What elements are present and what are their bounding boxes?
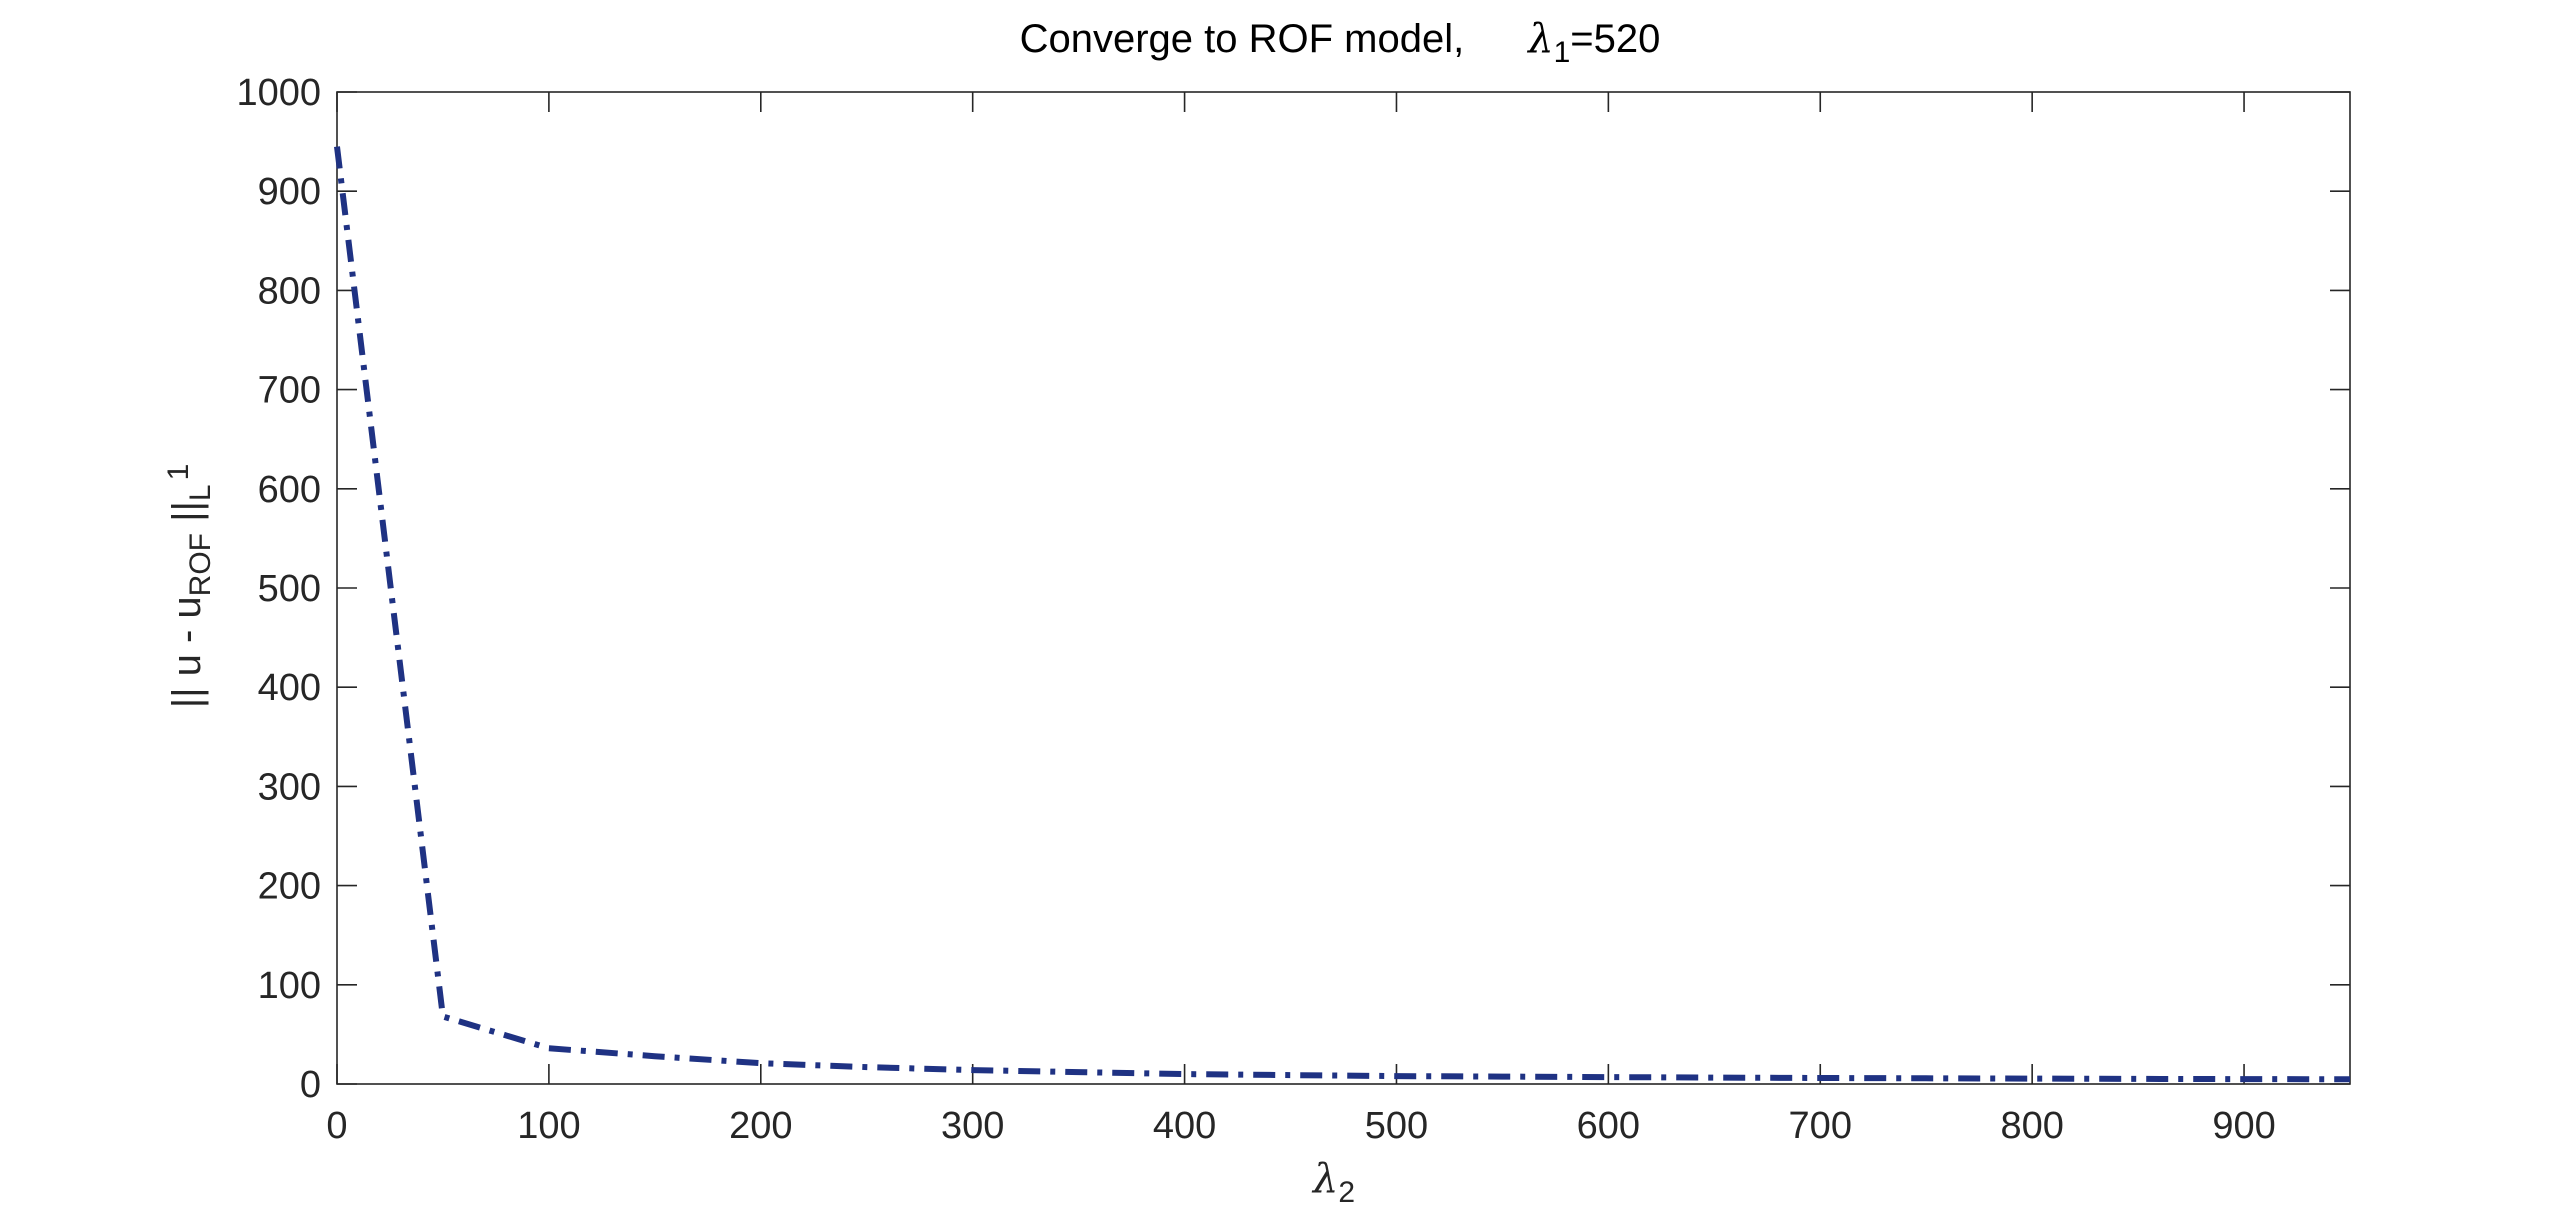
y-tick-label-7: 700 <box>258 370 321 412</box>
x-tick-label-2: 200 <box>729 1105 792 1147</box>
x-tick-label-9: 900 <box>2212 1105 2275 1147</box>
y-tick-label-8: 800 <box>258 270 321 312</box>
y-tick-label-6: 600 <box>258 469 321 511</box>
y-axis-label-suffix: || <box>165 501 209 533</box>
x-tick-label-5: 500 <box>1365 1105 1428 1147</box>
x-tick-label-6: 600 <box>1577 1105 1640 1147</box>
plot-area <box>336 91 2351 1085</box>
x-tick-label-8: 800 <box>2000 1105 2063 1147</box>
title-lambda-value: =520 <box>1570 17 1660 61</box>
title-lambda-subscript: 1 <box>1554 36 1571 69</box>
x-tick-label-4: 400 <box>1153 1105 1216 1147</box>
title-lambda-symbol: λ <box>1526 16 1553 62</box>
y-tick-label-5: 500 <box>258 568 321 610</box>
x-tick-label-0: 0 <box>326 1105 347 1147</box>
series-line-0 <box>334 146 2351 1083</box>
y-axis-label-prefix: || u - u <box>165 596 209 708</box>
y-tick-label-2: 200 <box>258 866 321 908</box>
y-tick-label-9: 900 <box>258 171 321 213</box>
y-axis-label-norm-sub: L <box>184 484 217 501</box>
chart-title-text: Converge to ROF model, <box>1020 17 1465 61</box>
x-axis-label-subscript: 2 <box>1338 1176 1355 1206</box>
chart-title: Converge to ROF model, λ1=520 <box>1020 16 1661 69</box>
y-tick-label-0: 0 <box>300 1064 321 1106</box>
x-axis-label: λ2 <box>1311 1156 1355 1206</box>
x-axis-label-symbol: λ <box>1311 1156 1338 1202</box>
y-axis-label-subscript: ROF <box>184 533 217 596</box>
y-tick-label-3: 300 <box>258 766 321 808</box>
x-tick-label-7: 700 <box>1789 1105 1852 1147</box>
x-tick-label-3: 300 <box>941 1105 1004 1147</box>
y-axis-label-norm-sup: 1 <box>162 464 195 481</box>
y-tick-label-10: 1000 <box>236 72 321 114</box>
y-tick-label-4: 400 <box>258 667 321 709</box>
y-tick-label-1: 100 <box>258 965 321 1007</box>
axis-ticks: 0 100 200 300 400 500 600 700 800 900 0 100 200 300 40… <box>236 72 2350 1147</box>
plot-frame <box>336 91 2351 1085</box>
x-tick-label-1: 100 <box>517 1105 580 1147</box>
y-axis-label: || u - uROF ||L 1 <box>162 464 217 709</box>
series-lines <box>334 146 2351 1083</box>
